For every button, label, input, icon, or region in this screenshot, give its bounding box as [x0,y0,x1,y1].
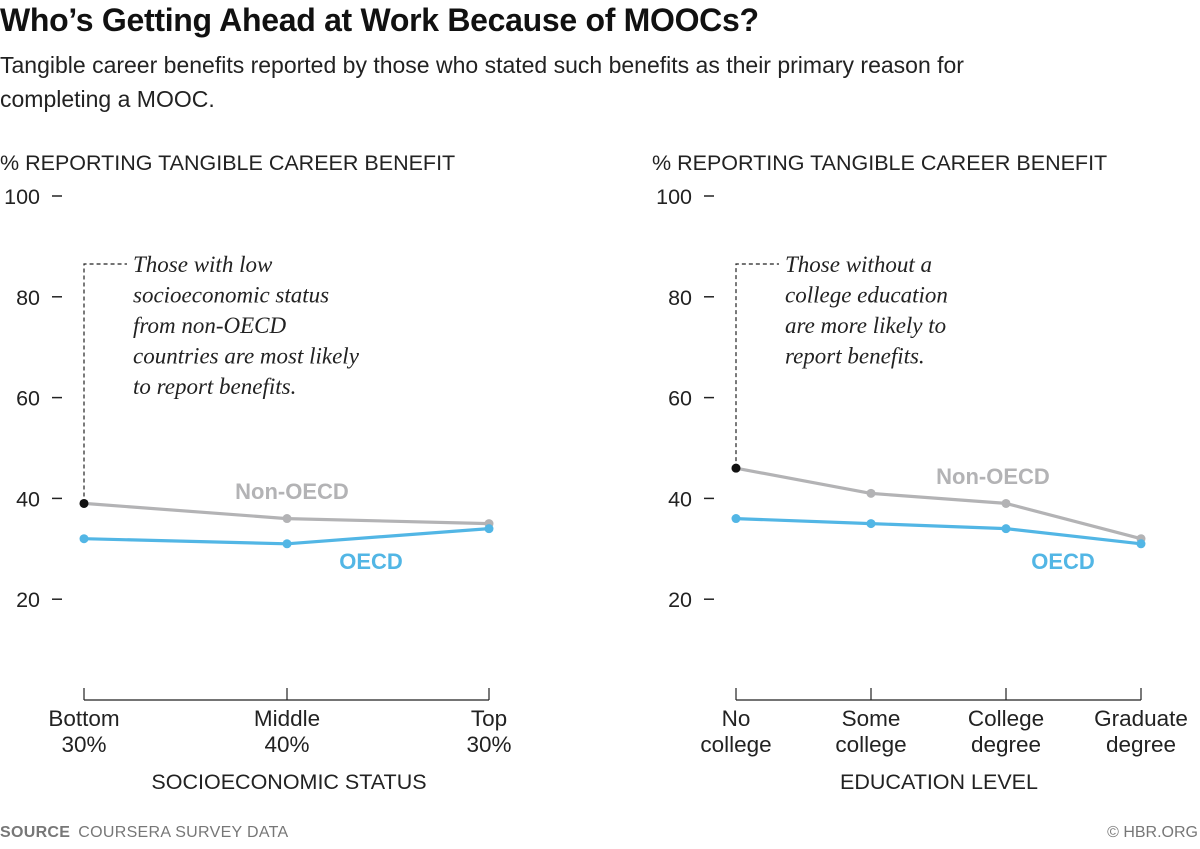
annotation-point [731,463,741,473]
y-axis-label: % REPORTING TANGIBLE CAREER BENEFIT [0,151,455,175]
x-tick-label-line: college [835,732,906,757]
x-tick-label-line: Bottom [48,706,119,731]
annotation-text-line: to report benefits. [133,374,296,399]
y-tick-label: 80 [668,286,692,310]
y-tick-label: 60 [16,387,40,411]
x-tick-label-line: 40% [264,732,309,757]
data-point-oecd [282,539,292,549]
annotation-text-line: Those with low [133,252,273,277]
x-tick-label-line: degree [971,732,1041,757]
source-note: SOURCE COURSERA SURVEY DATA [0,824,288,842]
x-axis-label: SOCIOECONOMIC STATUS [151,770,426,794]
series-label-oecd: OECD [1031,549,1095,574]
annotation-text-line: college education [785,283,948,308]
x-tick-label-line: degree [1106,732,1176,757]
x-tick-label-line: college [700,732,771,757]
annotation-text-line: Those without a [785,252,932,277]
data-point-oecd [1001,524,1011,534]
data-point-non-oecd [282,514,292,524]
chart-panel-socioeconomic: % REPORTING TANGIBLE CAREER BENEFIT 20 40 6… [0,151,512,794]
copyright-credit: © HBR.ORG [1107,824,1198,841]
data-point-oecd [731,514,741,524]
annotation-text-line: are more likely to [785,313,946,338]
x-tick-label-line: Middle [254,706,320,731]
annotation-text-line: countries are most likely [133,344,360,369]
chart-subtitle: Tangible career benefits reported by tho… [0,52,964,112]
x-tick-label: Some college [835,706,906,757]
x-axis-label: EDUCATION LEVEL [840,770,1038,794]
data-point-non-oecd [866,488,876,498]
data-point-oecd [79,534,89,544]
y-tick-label: 40 [668,487,692,511]
annotation-point [79,498,89,508]
annotation-text-line: from non-OECD [133,313,287,338]
annotation-leader [83,263,127,504]
x-tick-label: Bottom 30% [48,706,119,757]
x-tick-label: College degree [968,706,1044,757]
series-label-non-oecd: Non-OECD [235,479,349,504]
chart-panel-education: % REPORTING TANGIBLE CAREER BENEFIT 20 40 6… [652,151,1188,794]
data-point-non-oecd [1001,498,1011,508]
annotation-text-line: report benefits. [785,344,925,369]
source-text: COURSERA SURVEY DATA [78,824,289,841]
chart-title: Who’s Getting Ahead at Work Because of M… [0,2,759,38]
annotation-leader [735,263,779,469]
x-tick-label-line: 30% [466,732,511,757]
y-tick-label: 20 [668,588,692,612]
x-tick-label-line: Top [471,706,507,731]
x-tick-label-line: Some [842,706,901,731]
x-tick-label: No college [700,706,771,757]
x-tick-label-line: Graduate [1094,706,1188,731]
data-point-oecd [484,524,494,534]
x-tick-label: Top 30% [466,706,511,757]
x-tick-label-line: 30% [61,732,106,757]
y-tick-label: 40 [16,487,40,511]
series-line-non-oecd [735,466,1142,541]
x-tick-label-line: No [722,706,751,731]
annotation-text-line: socioeconomic status [133,283,329,308]
x-tick-label: Middle 40% [254,706,320,757]
y-tick-label: 20 [16,588,40,612]
x-tick-label-line: College [968,706,1044,731]
series-line-oecd [735,517,1142,546]
y-tick-label: 80 [16,286,40,310]
y-tick-label: 100 [4,185,40,209]
data-point-oecd [1136,539,1146,549]
data-point-oecd [866,519,876,529]
source-label: SOURCE [0,824,71,841]
y-tick-label: 100 [656,185,692,209]
y-axis-label: % REPORTING TANGIBLE CAREER BENEFIT [652,151,1107,175]
y-tick-label: 60 [668,387,692,411]
series-label-oecd: OECD [339,549,403,574]
series-label-non-oecd: Non-OECD [936,464,1050,489]
x-tick-label: Graduate degree [1094,706,1188,757]
